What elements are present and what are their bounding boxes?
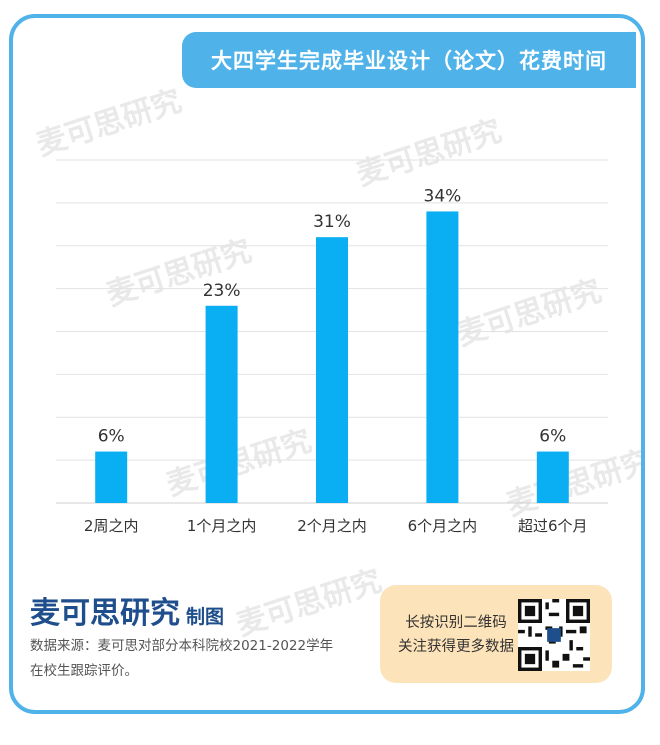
bar	[536, 451, 569, 503]
brand-suffix: 制图	[186, 606, 225, 628]
chart-title: 大四学生完成毕业设计（论文）花费时间	[182, 32, 636, 88]
bar-chart: 6% 2周之内 23% 1个月之内 31% 2个月之内 34% 6个月之内 6% 超过6个月	[56, 159, 608, 535]
x-tick-label: 超过6个月	[518, 517, 588, 535]
source-line-1: 数据来源：麦可思对部分本科院校2021-2022学年	[30, 638, 334, 654]
qr-line-1: 长按识别二维码	[405, 615, 507, 631]
data-label: 34%	[424, 186, 462, 206]
qr-line-2: 关注获得更多数据	[398, 639, 514, 655]
x-tick-label: 1个月之内	[187, 517, 257, 535]
data-label: 6%	[539, 427, 566, 447]
data-label: 23%	[203, 281, 241, 301]
watermark: 麦可思研究	[232, 563, 386, 644]
qr-caption: 长按识别二维码 关注获得更多数据	[398, 611, 514, 659]
data-label: 31%	[313, 212, 351, 232]
bar	[205, 305, 238, 503]
bar	[426, 211, 459, 503]
data-label: 6%	[98, 427, 125, 447]
x-tick-label: 2周之内	[84, 517, 139, 535]
qr-panel: 长按识别二维码 关注获得更多数据	[380, 585, 612, 683]
bar	[95, 451, 128, 503]
qr-code-icon[interactable]	[518, 599, 590, 671]
x-tick-label: 6个月之内	[408, 517, 478, 535]
bar	[316, 237, 348, 504]
brand-name: 麦可思研究	[30, 596, 180, 631]
x-tick-label: 2个月之内	[297, 517, 367, 535]
brand-logo: 麦可思研究 制图	[30, 588, 224, 632]
data-source: 数据来源：麦可思对部分本科院校2021-2022学年 在校生跟踪评价。	[30, 634, 390, 684]
source-line-2: 在校生跟踪评价。	[30, 663, 138, 679]
